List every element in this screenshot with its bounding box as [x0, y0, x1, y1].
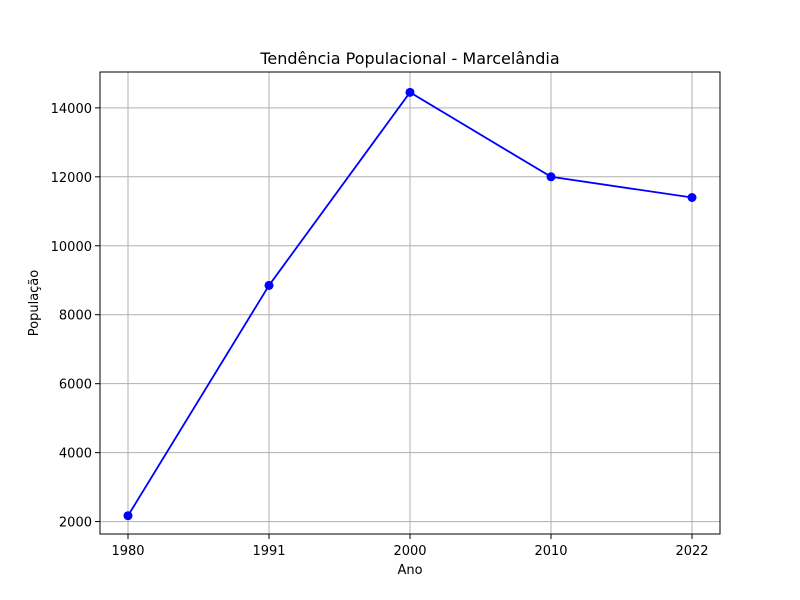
y-tick-label: 10000 — [51, 240, 92, 255]
x-tick-label: 2000 — [393, 544, 426, 559]
x-tick-label: 1980 — [111, 544, 144, 559]
x-tick-label: 2010 — [534, 544, 567, 559]
data-point — [687, 192, 697, 202]
series-layer — [123, 87, 697, 521]
y-tick-label: 2000 — [59, 516, 92, 531]
y-tick-label: 14000 — [51, 102, 92, 117]
data-point — [546, 172, 556, 182]
y-axis-title: População — [27, 270, 42, 337]
y-tick-label: 6000 — [59, 378, 92, 393]
x-tick-label: 2022 — [675, 544, 708, 559]
y-tick-label: 4000 — [59, 447, 92, 462]
data-point — [264, 280, 274, 290]
x-tick-label: 1991 — [252, 544, 285, 559]
grid — [100, 72, 720, 534]
y-tick-label: 8000 — [59, 309, 92, 324]
x-axis: 1980 1991 2000 2010 2022 — [111, 534, 709, 559]
data-point — [405, 87, 415, 97]
chart-title: Tendência Populacional - Marcelândia — [259, 49, 559, 68]
x-axis-title: Ano — [397, 563, 422, 578]
y-tick-label: 12000 — [51, 171, 92, 186]
data-point — [123, 511, 133, 521]
y-axis: 2000 4000 6000 8000 10000 12000 14000 — [51, 102, 100, 531]
